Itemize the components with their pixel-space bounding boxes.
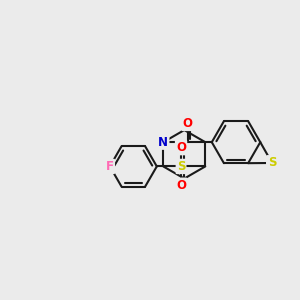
Text: N: N	[267, 157, 277, 170]
Text: O: O	[176, 179, 186, 192]
Text: S: S	[177, 160, 185, 173]
Text: O: O	[176, 141, 186, 154]
Text: F: F	[106, 160, 114, 173]
Text: S: S	[268, 157, 276, 169]
Text: O: O	[182, 117, 193, 130]
Text: N: N	[158, 136, 168, 149]
Text: N: N	[267, 157, 278, 169]
